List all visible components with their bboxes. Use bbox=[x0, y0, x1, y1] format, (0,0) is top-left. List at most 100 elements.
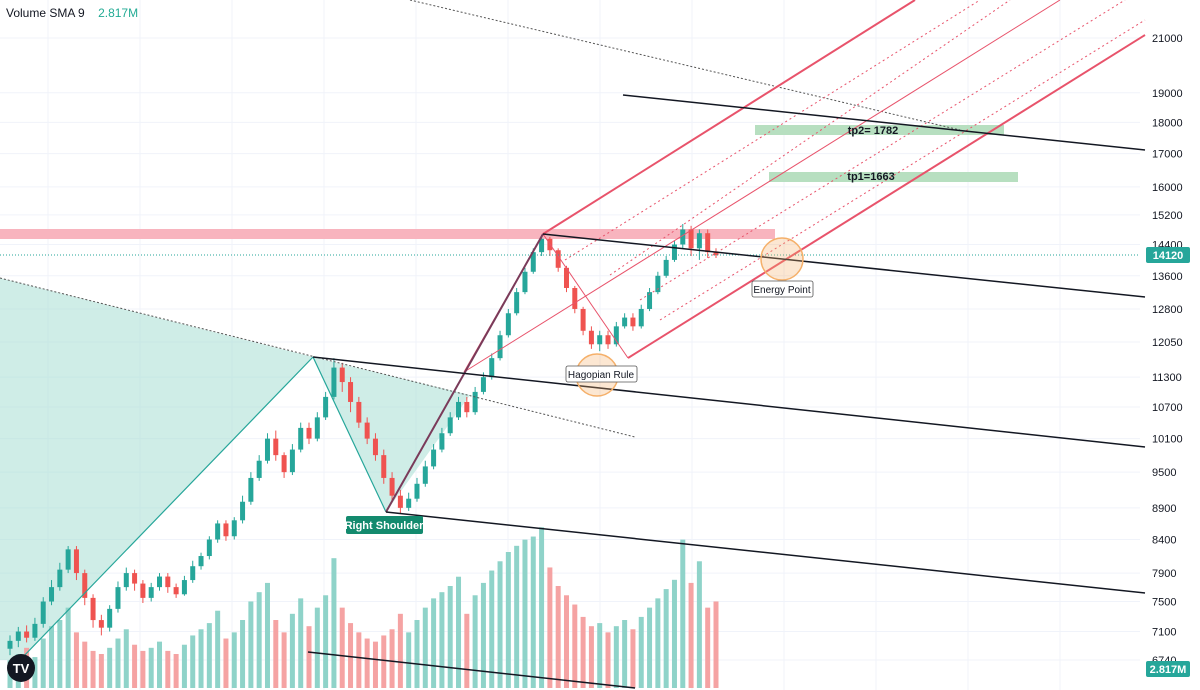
candle-body bbox=[65, 549, 71, 570]
candle-body bbox=[15, 631, 21, 641]
candle-body bbox=[7, 640, 13, 649]
volume-bar bbox=[480, 582, 486, 688]
ls-up-line bbox=[19, 356, 314, 661]
candle-body bbox=[298, 427, 304, 450]
volume-bar bbox=[314, 607, 320, 688]
candle-body bbox=[339, 367, 345, 383]
volume-bar bbox=[580, 616, 586, 688]
candle-body bbox=[49, 587, 55, 602]
candle-body bbox=[613, 326, 619, 345]
volume-bar bbox=[630, 629, 636, 688]
candle-body bbox=[306, 427, 312, 439]
volume-bar bbox=[281, 632, 287, 688]
tradingview-logo[interactable]: TV bbox=[7, 654, 35, 682]
candle-body bbox=[289, 449, 295, 473]
candle-body bbox=[563, 267, 569, 288]
candle-body bbox=[497, 335, 503, 359]
volume-bar bbox=[572, 604, 578, 688]
candle-body bbox=[198, 556, 204, 567]
volume-bar bbox=[98, 654, 104, 688]
candle-body bbox=[372, 438, 378, 456]
candle-body bbox=[597, 335, 603, 345]
candle-body bbox=[588, 330, 594, 345]
candle-body bbox=[422, 466, 428, 484]
tp1-zone bbox=[769, 172, 1018, 182]
candle-body bbox=[530, 252, 536, 272]
candle-body bbox=[605, 335, 611, 345]
volume-bar bbox=[422, 607, 428, 688]
candle-body bbox=[273, 438, 279, 456]
volume-bar bbox=[547, 567, 553, 688]
volume-bar bbox=[40, 638, 46, 688]
price-tick-label: 10700 bbox=[1152, 402, 1183, 414]
candle-body bbox=[40, 601, 46, 624]
volume-bar bbox=[273, 620, 279, 688]
candle-body bbox=[132, 573, 138, 584]
resistance-zone bbox=[0, 229, 775, 239]
volume-bar bbox=[364, 638, 370, 688]
candle-body bbox=[522, 271, 528, 293]
volume-bar bbox=[231, 632, 237, 688]
candle-body bbox=[356, 401, 362, 423]
volume-bar bbox=[638, 616, 644, 688]
volume-bar bbox=[414, 620, 420, 688]
candle-body bbox=[489, 358, 495, 378]
candle-body bbox=[323, 396, 329, 418]
candle-body bbox=[107, 608, 113, 628]
volume-bar bbox=[256, 592, 262, 688]
volume-bar bbox=[472, 595, 478, 688]
volume-bar bbox=[663, 589, 669, 688]
hagopian-label: Hagopian Rule bbox=[568, 370, 635, 381]
candle-body bbox=[331, 367, 337, 397]
candle-body bbox=[82, 573, 88, 598]
candle-body bbox=[480, 377, 486, 392]
candle-body bbox=[248, 477, 254, 502]
volume-bar bbox=[713, 601, 719, 688]
volume-bar bbox=[514, 545, 520, 688]
volume-bar bbox=[605, 632, 611, 688]
candle-body bbox=[148, 587, 154, 598]
candle-body bbox=[264, 438, 270, 461]
candle-body bbox=[406, 498, 412, 508]
candle-body bbox=[696, 233, 702, 249]
candle-body bbox=[447, 417, 453, 434]
volume-bar bbox=[389, 629, 395, 688]
volume-bar bbox=[705, 607, 711, 688]
candles bbox=[7, 223, 719, 656]
candle-body bbox=[223, 523, 229, 537]
indicator-header[interactable]: Volume SMA 9 2.817M bbox=[6, 6, 138, 20]
volume-bar bbox=[647, 607, 653, 688]
pitchfork-dotted-4 bbox=[659, 19, 1146, 321]
volume-bar bbox=[671, 579, 677, 688]
volume-bar bbox=[597, 623, 603, 688]
volume-bar bbox=[65, 607, 71, 688]
candle-body bbox=[123, 573, 129, 588]
indicator-label: Volume SMA 9 bbox=[6, 6, 85, 20]
pitchfork-dotted-3 bbox=[639, 0, 1126, 301]
rs-down-line bbox=[312, 356, 387, 513]
svg-text:TV: TV bbox=[13, 661, 30, 676]
price-axis[interactable]: 6740710075007900840089009500101001070011… bbox=[1152, 33, 1183, 667]
volume-tag-text: 2.817M bbox=[1150, 664, 1187, 676]
shoulder-fill bbox=[0, 278, 470, 512]
volume-bar bbox=[157, 641, 163, 688]
volume-bar bbox=[289, 613, 295, 688]
candle-body bbox=[206, 539, 212, 557]
price-tick-label: 21000 bbox=[1152, 33, 1183, 45]
candle-body bbox=[713, 252, 719, 256]
pitchfork-handle-1 bbox=[542, 233, 629, 359]
volume-bar bbox=[339, 607, 345, 688]
candle-body bbox=[397, 495, 403, 508]
candle-body bbox=[165, 576, 171, 588]
volume-bar bbox=[489, 570, 495, 688]
volume-bar bbox=[32, 657, 38, 688]
right-shoulder-label-bg bbox=[346, 516, 423, 534]
candle-body bbox=[680, 229, 686, 245]
candle-body bbox=[381, 455, 387, 478]
pitchfork-upper bbox=[542, 0, 916, 235]
price-tick-label: 15200 bbox=[1152, 210, 1183, 222]
volume-bar bbox=[372, 641, 378, 688]
volume-bar bbox=[563, 595, 569, 688]
